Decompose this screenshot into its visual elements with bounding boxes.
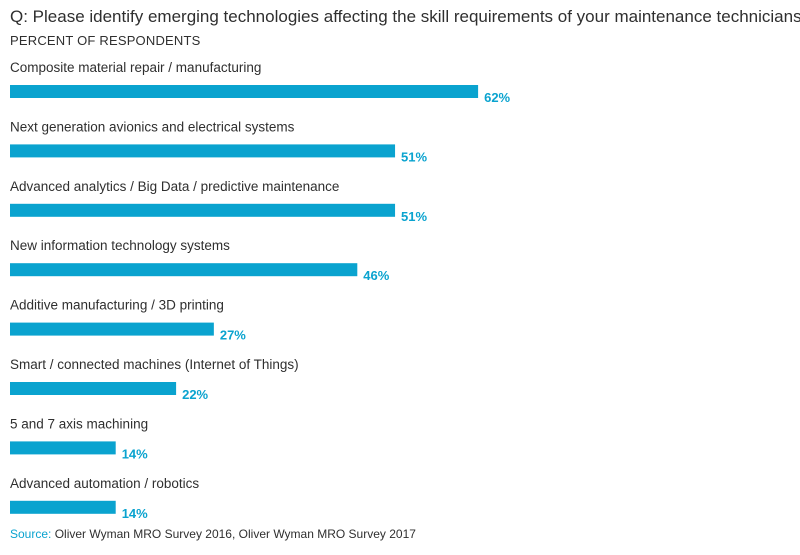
category-label: Advanced automation / robotics xyxy=(10,476,199,491)
bar xyxy=(10,382,177,395)
source-label: Source: xyxy=(10,527,51,541)
data-label: 14% xyxy=(122,506,148,521)
source-text: Oliver Wyman MRO Survey 2016, Oliver Wym… xyxy=(55,527,417,541)
category-label: Smart / connected machines (Internet of … xyxy=(10,357,299,372)
data-label: 27% xyxy=(220,328,246,343)
data-label: 46% xyxy=(363,268,389,283)
bars-group: Composite material repair / manufacturin… xyxy=(10,60,511,521)
category-label: Advanced analytics / Big Data / predicti… xyxy=(10,179,339,194)
category-label: Next generation avionics and electrical … xyxy=(10,119,295,134)
bar xyxy=(10,500,116,514)
data-label: 51% xyxy=(401,149,427,164)
data-label: 51% xyxy=(401,209,427,224)
category-label: Additive manufacturing / 3D printing xyxy=(10,298,224,313)
chart-title: Q: Please identify emerging technologies… xyxy=(10,7,800,26)
chart-subtitle: PERCENT OF RESPONDENTS xyxy=(10,33,201,48)
data-label: 22% xyxy=(182,387,208,402)
data-label: 14% xyxy=(122,446,148,461)
category-label: New information technology systems xyxy=(10,238,230,253)
bar xyxy=(10,322,214,336)
bar xyxy=(10,203,396,217)
bar xyxy=(10,263,358,277)
source-note: Source: Oliver Wyman MRO Survey 2016, Ol… xyxy=(10,527,416,541)
category-label: 5 and 7 axis machining xyxy=(10,416,148,431)
data-label: 62% xyxy=(484,90,510,105)
bar xyxy=(10,441,116,455)
bar xyxy=(10,85,479,98)
category-label: Composite material repair / manufacturin… xyxy=(10,60,261,75)
bar xyxy=(10,144,396,158)
